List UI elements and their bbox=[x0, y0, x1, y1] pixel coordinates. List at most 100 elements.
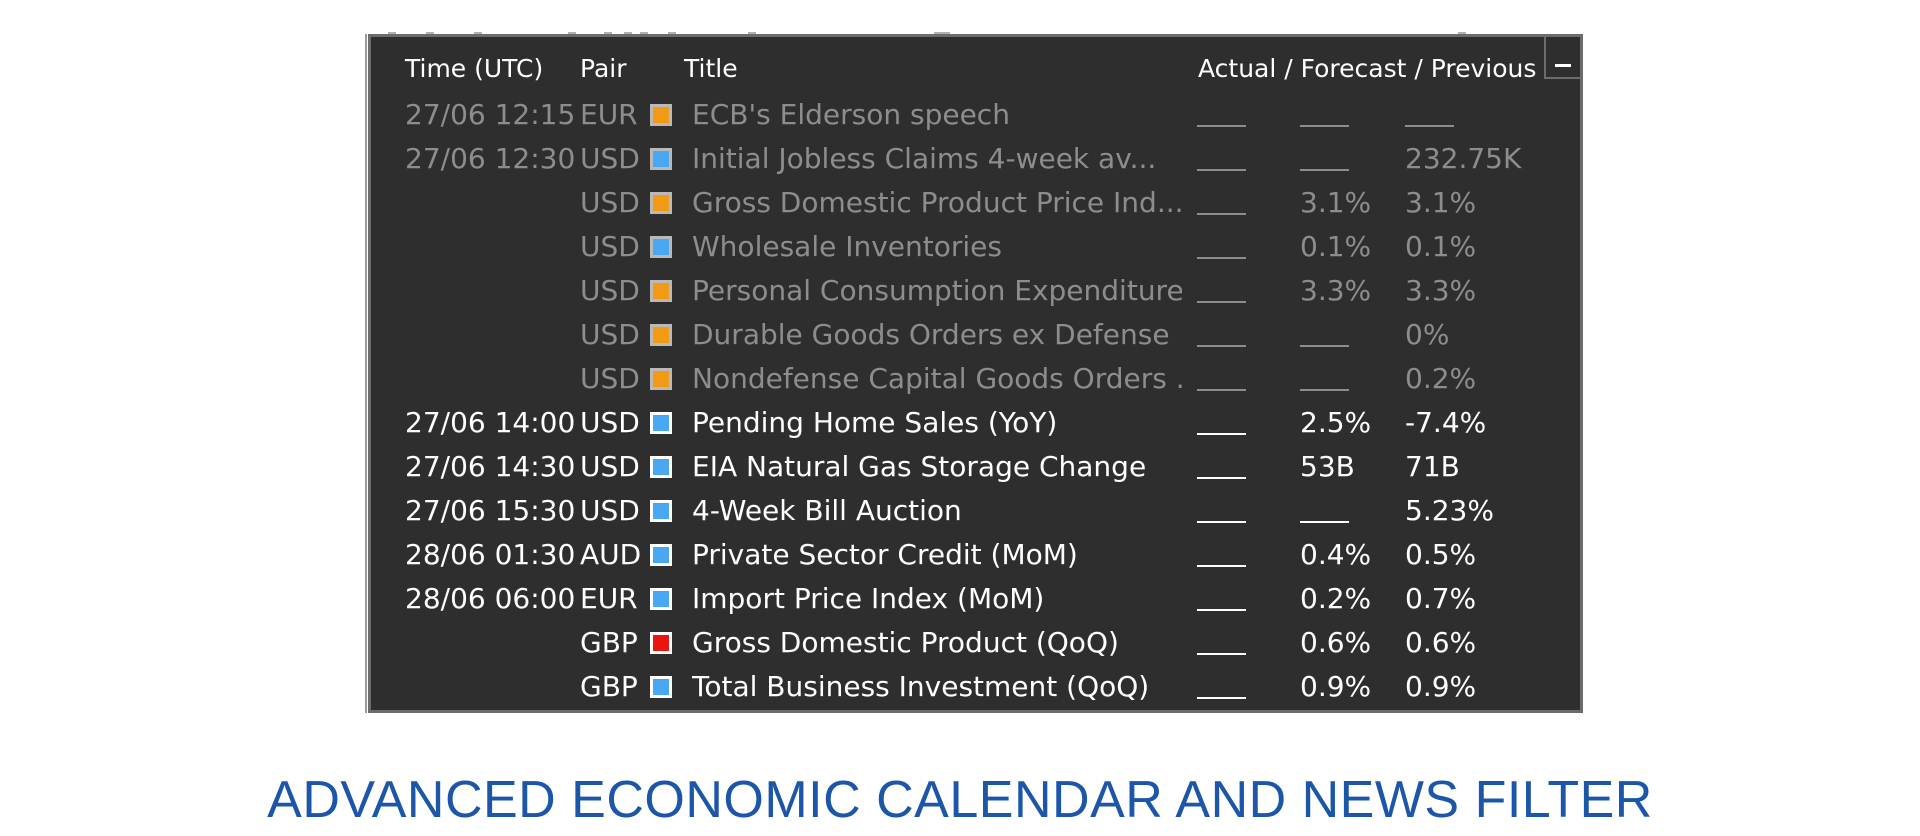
event-row[interactable]: GBP Gross Domestic Product (QoQ) 0.6% 0.6% bbox=[371, 621, 1580, 665]
actual-placeholder bbox=[1197, 697, 1246, 699]
event-previous: 0.5% bbox=[1405, 538, 1477, 571]
event-title: Nondefense Capital Goods Orders ... bbox=[692, 362, 1182, 395]
event-time: 27/06 12:15 bbox=[405, 98, 576, 131]
actual-placeholder bbox=[1197, 169, 1246, 171]
impact-icon bbox=[650, 192, 672, 214]
event-time: 28/06 06:00 bbox=[405, 582, 576, 615]
event-previous: 0.1% bbox=[1405, 230, 1477, 263]
event-time: 27/06 12:30 bbox=[405, 142, 576, 175]
event-previous: 0% bbox=[1405, 318, 1450, 351]
event-forecast: 0.1% bbox=[1300, 230, 1372, 263]
event-row[interactable]: 27/06 15:30 USD 4-Week Bill Auction 5.23% bbox=[371, 489, 1580, 533]
event-pair: USD bbox=[580, 230, 640, 263]
event-title: Wholesale Inventories bbox=[692, 230, 1002, 263]
event-row[interactable]: USD Nondefense Capital Goods Orders ... 0.… bbox=[371, 357, 1580, 401]
event-row[interactable]: 28/06 01:30 AUD Private Sector Credit (MoM… bbox=[371, 533, 1580, 577]
event-row[interactable]: 27/06 14:00 USD Pending Home Sales (YoY) 2.… bbox=[371, 401, 1580, 445]
event-forecast: 3.1% bbox=[1300, 186, 1372, 219]
forecast-placeholder bbox=[1300, 169, 1349, 171]
event-forecast: 0.6% bbox=[1300, 626, 1372, 659]
actual-placeholder bbox=[1197, 389, 1246, 391]
event-pair: AUD bbox=[580, 538, 642, 571]
impact-icon bbox=[650, 412, 672, 434]
impact-icon bbox=[650, 280, 672, 302]
impact-icon bbox=[650, 104, 672, 126]
event-previous: 0.6% bbox=[1405, 626, 1477, 659]
event-previous: 0.2% bbox=[1405, 362, 1477, 395]
event-row[interactable]: USD Durable Goods Orders ex Defense 0% bbox=[371, 313, 1580, 357]
event-previous: 3.3% bbox=[1405, 274, 1477, 307]
event-pair: USD bbox=[580, 142, 640, 175]
actual-placeholder bbox=[1197, 609, 1246, 611]
impact-icon bbox=[650, 324, 672, 346]
event-pair: USD bbox=[580, 362, 640, 395]
actual-placeholder bbox=[1197, 301, 1246, 303]
event-time: 28/06 01:30 bbox=[405, 538, 576, 571]
event-pair: GBP bbox=[580, 626, 638, 659]
previous-placeholder bbox=[1405, 125, 1454, 127]
impact-icon bbox=[650, 544, 672, 566]
event-row[interactable]: USD Personal Consumption Expenditure... 3.… bbox=[371, 269, 1580, 313]
impact-icon bbox=[650, 236, 672, 258]
minimize-icon bbox=[1555, 64, 1571, 67]
event-row[interactable]: 28/06 06:00 EUR Import Price Index (MoM) 0.… bbox=[371, 577, 1580, 621]
actual-placeholder bbox=[1197, 565, 1246, 567]
actual-placeholder bbox=[1197, 433, 1246, 435]
actual-placeholder bbox=[1197, 213, 1246, 215]
event-title: Import Price Index (MoM) bbox=[692, 582, 1045, 615]
event-pair: USD bbox=[580, 406, 640, 439]
header-time: Time (UTC) bbox=[405, 54, 544, 83]
event-previous: 5.23% bbox=[1405, 494, 1494, 527]
event-previous: 3.1% bbox=[1405, 186, 1477, 219]
actual-placeholder bbox=[1197, 477, 1246, 479]
impact-icon bbox=[650, 500, 672, 522]
event-forecast: 3.3% bbox=[1300, 274, 1372, 307]
forecast-placeholder bbox=[1300, 125, 1349, 127]
event-pair: EUR bbox=[580, 98, 638, 131]
event-pair: USD bbox=[580, 274, 640, 307]
event-pair: USD bbox=[580, 450, 640, 483]
actual-placeholder bbox=[1197, 125, 1246, 127]
event-title: Durable Goods Orders ex Defense bbox=[692, 318, 1170, 351]
event-forecast: 0.2% bbox=[1300, 582, 1372, 615]
event-row[interactable]: 27/06 14:30 USD EIA Natural Gas Storage Ch… bbox=[371, 445, 1580, 489]
event-previous: 232.75K bbox=[1405, 142, 1522, 175]
event-forecast: 0.9% bbox=[1300, 670, 1372, 703]
actual-placeholder bbox=[1197, 257, 1246, 259]
header-title: Title bbox=[684, 54, 738, 83]
event-row[interactable]: USD Gross Domestic Product Price Ind... 3.… bbox=[371, 181, 1580, 225]
event-forecast: 53B bbox=[1300, 450, 1355, 483]
event-title: Pending Home Sales (YoY) bbox=[692, 406, 1058, 439]
panel-left-border bbox=[365, 34, 367, 713]
event-row[interactable]: 27/06 12:30 USD Initial Jobless Claims 4-w… bbox=[371, 137, 1580, 181]
event-forecast: 2.5% bbox=[1300, 406, 1372, 439]
event-previous: 0.7% bbox=[1405, 582, 1477, 615]
event-pair: EUR bbox=[580, 582, 638, 615]
forecast-placeholder bbox=[1300, 521, 1349, 523]
page-caption: ADVANCED ECONOMIC CALENDAR AND NEWS FILT… bbox=[267, 771, 1653, 829]
event-title: Personal Consumption Expenditure... bbox=[692, 274, 1182, 307]
economic-calendar-panel: Time (UTC) Pair Title Actual / Forecast … bbox=[365, 34, 1583, 713]
event-previous: -7.4% bbox=[1405, 406, 1487, 439]
event-pair: USD bbox=[580, 318, 640, 351]
impact-icon bbox=[650, 676, 672, 698]
event-row[interactable]: 27/06 12:15 EUR ECB's Elderson speech bbox=[371, 93, 1580, 137]
event-row[interactable]: GBP Total Business Investment (QoQ) 0.9% 0.… bbox=[371, 665, 1580, 709]
event-pair: GBP bbox=[580, 670, 638, 703]
impact-icon bbox=[650, 148, 672, 170]
chart-top-edge bbox=[378, 30, 1578, 36]
impact-icon bbox=[650, 632, 672, 654]
event-title: EIA Natural Gas Storage Change bbox=[692, 450, 1147, 483]
event-title: ECB's Elderson speech bbox=[692, 98, 1010, 131]
event-title: Total Business Investment (QoQ) bbox=[692, 670, 1150, 703]
actual-placeholder bbox=[1197, 653, 1246, 655]
event-title: Initial Jobless Claims 4-week av... bbox=[692, 142, 1157, 175]
header-pair: Pair bbox=[580, 54, 627, 83]
impact-icon bbox=[650, 456, 672, 478]
event-previous: 0.9% bbox=[1405, 670, 1477, 703]
event-row[interactable]: USD Wholesale Inventories 0.1% 0.1% bbox=[371, 225, 1580, 269]
header-values: Actual / Forecast / Previous bbox=[1198, 54, 1537, 83]
event-time: 27/06 14:00 bbox=[405, 406, 576, 439]
actual-placeholder bbox=[1197, 521, 1246, 523]
minimize-button[interactable] bbox=[1544, 37, 1580, 79]
